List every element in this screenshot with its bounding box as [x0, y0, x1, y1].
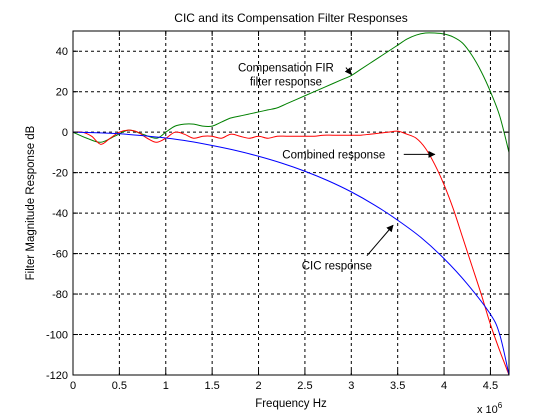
compensation-fir-series-line: [73, 32, 509, 153]
y-tick-label: -60: [52, 249, 68, 261]
x-tick-label: 0.5: [112, 380, 127, 392]
x-tick-label: 3.5: [390, 380, 405, 392]
y-tick-label: -120: [46, 370, 68, 382]
x-tick-label: 1: [163, 380, 169, 392]
x-tick-label: 2.5: [297, 380, 312, 392]
x-axis-multiplier-exponent: 6: [498, 401, 503, 410]
annotations: Compensation FIR filter response Combined …: [238, 63, 436, 273]
annotation-text: Combined response: [282, 149, 385, 161]
annotation-cic-response: CIC response: [302, 224, 394, 273]
combined-response-series-line: [73, 129, 509, 375]
y-tick-label: 0: [62, 127, 68, 139]
axis-ticks: 0 0.5 1 1.5 2 2.5 3 3.5 4 4.5 -120 -100 -80 -60 -40 -20…: [46, 31, 509, 392]
y-axis-title: Filter Magnitude Response dB: [25, 125, 37, 280]
annotation-arrow: [344, 67, 352, 76]
y-tick-label: -100: [46, 330, 68, 342]
x-axis-title: Frequency Hz: [255, 398, 327, 410]
plot-frame: [72, 30, 510, 376]
y-tick-label: -80: [52, 289, 68, 301]
x-tick-label: 3: [348, 380, 354, 392]
y-tick-label: 20: [56, 87, 68, 99]
annotation-combined-response: Combined response: [282, 149, 436, 161]
annotation-text: CIC response: [302, 261, 372, 273]
annotation-text: filter response: [250, 77, 322, 89]
chart-title: CIC and its Compensation Filter Response…: [174, 11, 407, 25]
annotation-arrow: [366, 224, 394, 257]
x-axis-multiplier: x 106: [477, 401, 503, 416]
x-tick-label: 4.5: [483, 380, 498, 392]
x-tick-label: 1.5: [205, 380, 220, 392]
x-tick-label: 2: [255, 380, 261, 392]
x-tick-label: 4: [441, 380, 447, 392]
annotation-compensation-fir: Compensation FIR filter response: [238, 63, 352, 89]
y-tick-label: -40: [52, 208, 68, 220]
grid: [73, 31, 509, 375]
x-axis-multiplier-base: x 10: [477, 404, 498, 416]
y-tick-label: -20: [52, 168, 68, 180]
cic-response-series-line: [73, 131, 509, 375]
annotation-text: Compensation FIR: [238, 63, 334, 75]
x-tick-label: 0: [70, 380, 76, 392]
plot-area: [73, 31, 509, 375]
series-group: [73, 32, 509, 375]
y-tick-label: 40: [56, 46, 68, 58]
